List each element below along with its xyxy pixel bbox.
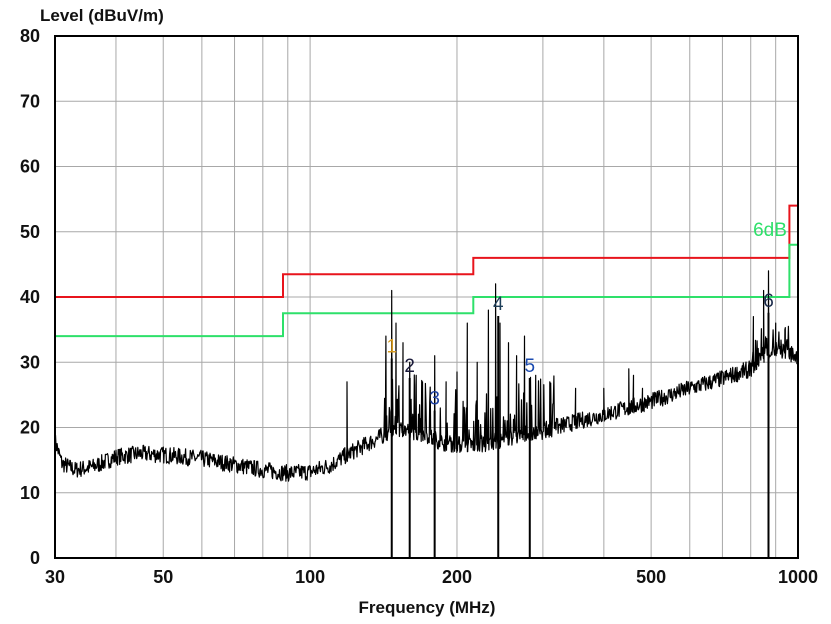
limit-lines <box>55 204 798 338</box>
y-axis-title: Level (dBuV/m) <box>40 6 164 25</box>
y-tick-label: 70 <box>20 91 40 111</box>
x-tick-label: 200 <box>442 567 472 587</box>
x-tick-label: 500 <box>636 567 666 587</box>
marker-lines <box>390 312 770 558</box>
x-tick-label: 30 <box>45 567 65 587</box>
limit-line <box>55 243 798 338</box>
marker-label: 2 <box>404 356 415 377</box>
marker-label: 5 <box>524 356 535 377</box>
y-tick-label: 30 <box>20 352 40 372</box>
marker-label: 3 <box>429 389 440 410</box>
y-tick-labels: 0 10 20 30 40 50 60 70 80 <box>20 26 40 568</box>
x-tick-label: 50 <box>153 567 173 587</box>
limit-line-label: 6dB <box>753 220 787 241</box>
x-axis-title: Frequency (MHz) <box>359 598 496 617</box>
x-tick-labels: 30 50 100 200 500 1000 <box>45 567 818 587</box>
emission-trace <box>54 270 799 482</box>
y-tick-label: 0 <box>30 548 40 568</box>
y-tick-label: 50 <box>20 222 40 242</box>
y-tick-label: 40 <box>20 287 40 307</box>
x-tick-label: 100 <box>295 567 325 587</box>
trace-line <box>54 270 799 482</box>
y-tick-label: 60 <box>20 157 40 177</box>
plot-frame <box>54 35 799 559</box>
marker-label: 1 <box>386 336 397 357</box>
marker-label: 6 <box>763 291 774 312</box>
limit-line <box>55 204 798 298</box>
y-tick-label: 80 <box>20 26 40 46</box>
marker-label: 4 <box>493 294 504 315</box>
x-tick-label: 1000 <box>778 567 818 587</box>
marker-labels: 123 4 5 6 <box>386 291 773 410</box>
y-tick-label: 20 <box>20 418 40 438</box>
y-tick-label: 10 <box>20 483 40 503</box>
